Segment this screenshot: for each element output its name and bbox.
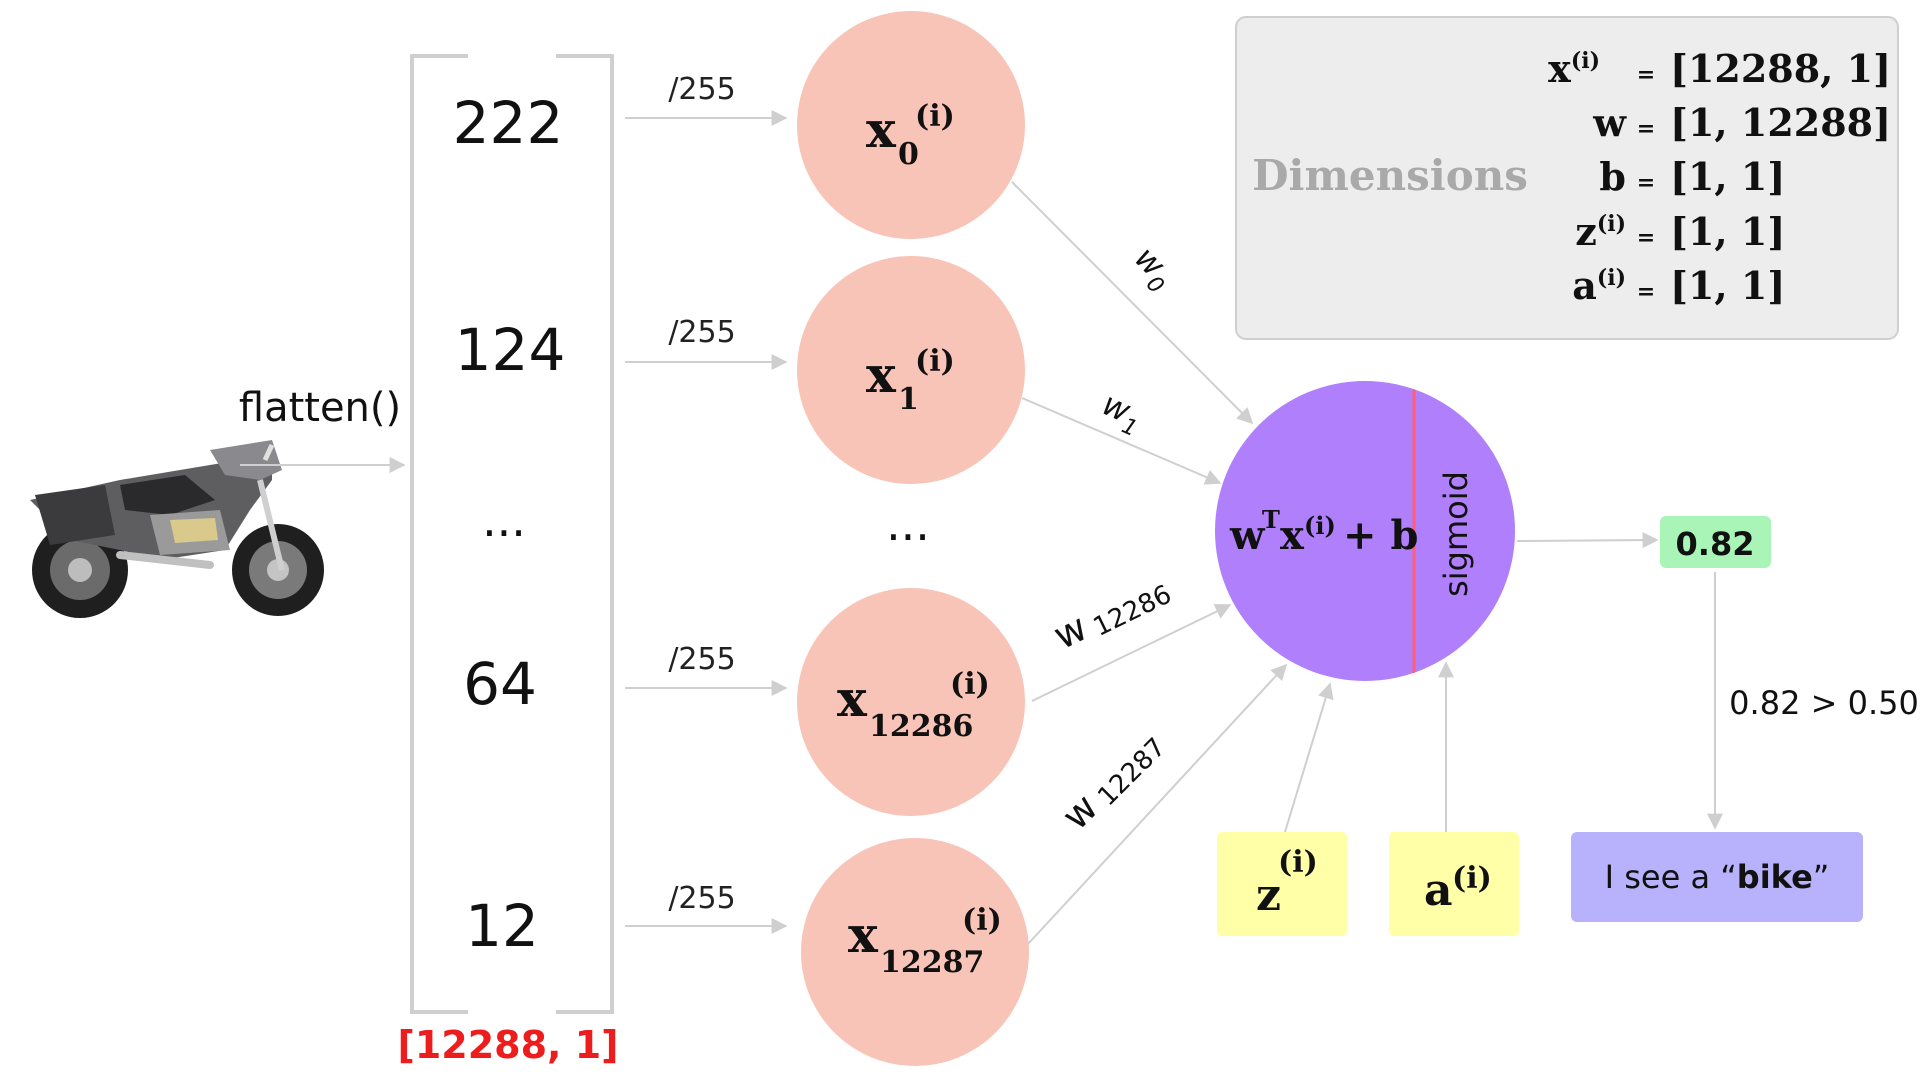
input-node-3: x 12287 (i) xyxy=(801,838,1029,1066)
svg-text:z(i): z(i) xyxy=(1575,209,1626,254)
normalize-label: /255 xyxy=(668,315,735,350)
a-label-sup: (i) xyxy=(1452,861,1492,896)
input-node-1: x 1 (i) xyxy=(797,256,1025,484)
flatten-label: flatten() xyxy=(239,385,401,431)
inputs-ellipsis: ... xyxy=(886,497,930,551)
normalize-arrow-3: /255 xyxy=(625,881,788,934)
motorbike-icon xyxy=(30,440,324,618)
svg-text:x(i): x(i) xyxy=(1548,46,1600,91)
dimension-row-z: z(i) = [1, 1] xyxy=(1575,209,1785,254)
normalize-arrow-1: /255 xyxy=(625,315,788,370)
comparison-label: 0.82 > 0.50 xyxy=(1729,684,1919,722)
normalize-label: /255 xyxy=(668,642,735,677)
z-arrow xyxy=(1284,682,1334,833)
result-prefix: I see a “ xyxy=(1605,858,1737,896)
svg-text:[1, 12288]: [1, 12288] xyxy=(1670,100,1891,145)
normalize-arrow-2: /255 xyxy=(625,642,788,696)
result-box: I see a “bike” xyxy=(1571,832,1863,922)
vector-shape-label: [12288, 1] xyxy=(397,1023,618,1067)
dimension-row-a: a(i) = [1, 1] xyxy=(1572,263,1785,308)
vector-value-0: 222 xyxy=(453,89,564,157)
dimension-row-x: x(i) = [12288, 1] xyxy=(1548,46,1891,91)
z-label-base: z xyxy=(1256,870,1281,921)
output-value-box: 0.82 xyxy=(1660,516,1771,568)
input-node-base: x xyxy=(866,100,897,159)
weight-edge-1 xyxy=(1021,397,1222,485)
input-node-base: x xyxy=(837,669,868,728)
z-label-box: z (i) xyxy=(1217,832,1347,936)
svg-text:a(i): a(i) xyxy=(1572,263,1626,308)
output-arrow xyxy=(1516,532,1659,549)
input-node-2: x 12286 (i) xyxy=(797,588,1025,816)
normalize-label: /255 xyxy=(668,881,735,916)
input-node-base: x xyxy=(848,905,879,964)
input-node-sub: 1 xyxy=(898,382,919,417)
vector-value-2: ... xyxy=(482,493,526,547)
a-label-base: a xyxy=(1424,865,1453,916)
svg-text:=: = xyxy=(1637,170,1655,196)
svg-text:=: = xyxy=(1637,116,1655,142)
svg-text:w12287: w12287 xyxy=(1053,721,1172,840)
weight-label-0: w0 xyxy=(1122,239,1182,299)
svg-text:x 1 (i): x 1 (i) xyxy=(866,344,955,417)
svg-text:[12288, 1]: [12288, 1] xyxy=(1670,46,1891,91)
svg-text:x 12287 (i): x 12287 (i) xyxy=(848,903,1002,980)
normalize-arrow-0: /255 xyxy=(625,72,788,126)
input-node-sub: 12287 xyxy=(880,945,984,980)
input-node-sup: (i) xyxy=(962,903,1002,938)
input-node-sup: (i) xyxy=(915,99,955,134)
z-label-sup: (i) xyxy=(1278,845,1318,880)
normalize-label: /255 xyxy=(668,72,735,107)
vector-value-3: 64 xyxy=(463,650,537,718)
dimensions-panel: Dimensions x(i) = [12288, 1] w = [1, 122… xyxy=(1235,16,1899,340)
neuron: w T x (i) + b sigmoid xyxy=(1215,381,1515,681)
svg-text:[1, 1]: [1, 1] xyxy=(1670,263,1785,308)
neuron-formula: w T x (i) + b xyxy=(1229,505,1418,559)
input-node-sub: 12286 xyxy=(869,709,973,744)
vector-value-1: 124 xyxy=(455,316,566,384)
result-bold: bike xyxy=(1737,858,1813,896)
input-node-sup: (i) xyxy=(950,667,990,702)
activation-label: sigmoid xyxy=(1437,471,1475,597)
weight-edge-3 xyxy=(1027,663,1288,945)
weight-label-3: w12287 xyxy=(1053,721,1172,840)
output-value: 0.82 xyxy=(1676,525,1755,563)
svg-text:w0: w0 xyxy=(1122,239,1182,299)
input-node-base: x xyxy=(866,345,897,404)
svg-text:w: w xyxy=(1592,100,1627,145)
weight-edge-2 xyxy=(1031,604,1232,702)
svg-text:x 0 (i): x 0 (i) xyxy=(866,99,955,172)
weight-edge-0 xyxy=(1011,181,1254,425)
a-label-box: a (i) xyxy=(1389,832,1519,936)
svg-text:w12286: w12286 xyxy=(1047,565,1177,660)
input-node-0: x 0 (i) xyxy=(797,11,1025,239)
vector-value-4: 12 xyxy=(465,892,539,960)
svg-text:x 12286 (i): x 12286 (i) xyxy=(837,667,990,744)
svg-text:z (i): z (i) xyxy=(1256,845,1318,921)
svg-text:=: = xyxy=(1637,225,1655,251)
weight-label-2: w12286 xyxy=(1047,565,1177,660)
dimension-row-w: w = [1, 12288] xyxy=(1592,100,1891,145)
dimension-row-b: b = [1, 1] xyxy=(1599,154,1785,199)
svg-text:a (i): a (i) xyxy=(1424,861,1492,916)
svg-text:[1, 1]: [1, 1] xyxy=(1670,209,1785,254)
svg-text:b: b xyxy=(1599,154,1626,199)
svg-text:[1, 1]: [1, 1] xyxy=(1670,154,1785,199)
input-node-sub: 0 xyxy=(898,137,919,172)
dimensions-title: Dimensions xyxy=(1252,151,1528,200)
svg-text:=: = xyxy=(1637,62,1655,88)
result-suffix: ” xyxy=(1813,858,1830,896)
svg-text:I see a “bike”: I see a “bike” xyxy=(1605,858,1830,896)
svg-text:=: = xyxy=(1637,279,1655,305)
vector-bracket xyxy=(410,54,614,1014)
input-node-sup: (i) xyxy=(915,344,955,379)
